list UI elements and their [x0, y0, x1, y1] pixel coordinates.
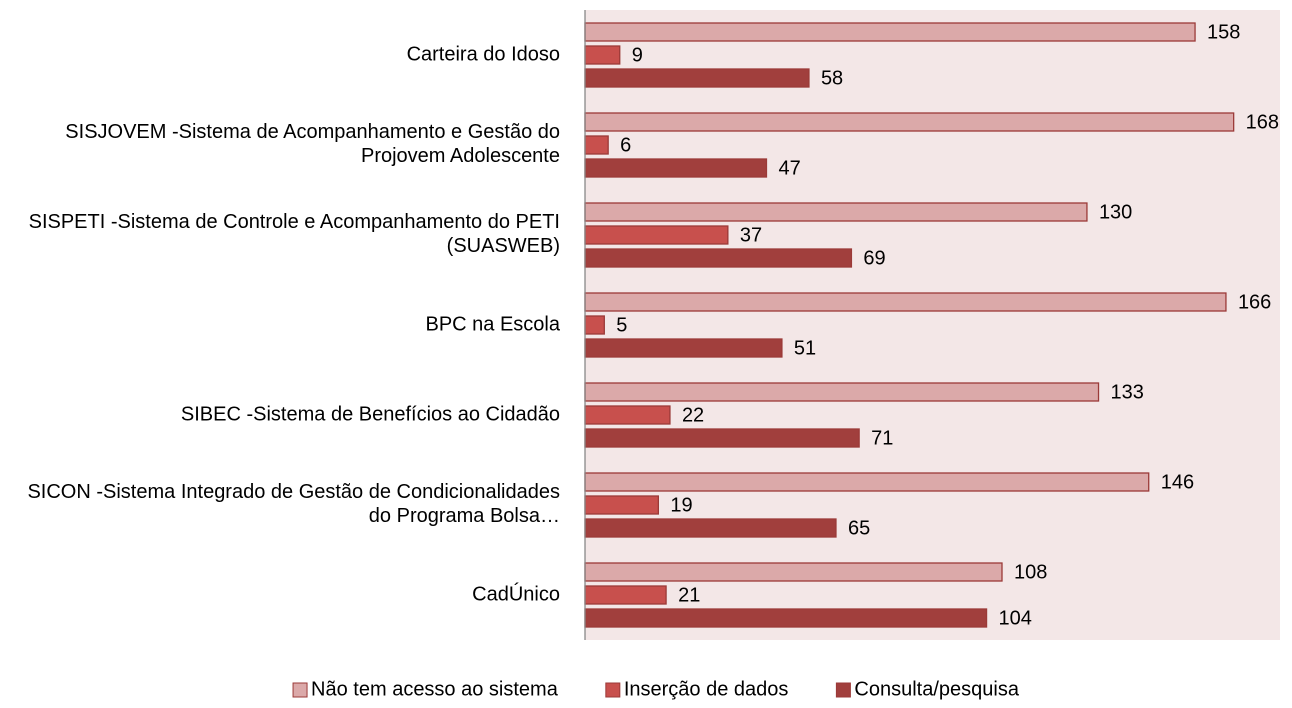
bar [584, 158, 768, 178]
data-label: 71 [871, 427, 893, 449]
bar [584, 248, 853, 268]
legend-label: Consulta/pesquisa [854, 678, 1019, 700]
bar [584, 45, 621, 65]
data-label: 166 [1238, 291, 1271, 313]
legend-swatch [835, 682, 851, 698]
data-label: 19 [670, 494, 692, 516]
legend: Não tem acesso ao sistema Inserção de dad… [292, 678, 1020, 700]
bar [584, 292, 1227, 312]
y-tick-label: SICON -Sistema Integrado de Gestão de Co… [27, 481, 560, 527]
bar [584, 518, 837, 538]
y-tick-label: CadÚnico [472, 582, 560, 605]
legend-label: Não tem acesso ao sistema [311, 678, 559, 700]
y-tick-label: Carteira do Idoso [407, 43, 560, 65]
data-label: 168 [1246, 111, 1279, 133]
data-label: 6 [620, 134, 631, 156]
bar [584, 202, 1088, 222]
data-label: 37 [740, 224, 762, 246]
y-tick-label: SISPETI -Sistema de Controle e Acompanha… [29, 211, 560, 257]
data-label: 104 [999, 607, 1032, 629]
data-label: 9 [632, 44, 643, 66]
data-label: 146 [1161, 471, 1194, 493]
bar [584, 608, 988, 628]
bar [584, 338, 783, 358]
bar [584, 315, 605, 335]
y-tick-label: SIBEC -Sistema de Benefícios ao Cidadão [181, 403, 560, 425]
data-label: 5 [616, 314, 627, 336]
data-label: 51 [794, 337, 816, 359]
data-label: 130 [1099, 201, 1132, 223]
data-label: 108 [1014, 561, 1047, 583]
bar [584, 428, 860, 448]
bar [584, 225, 729, 245]
data-label: 21 [678, 584, 700, 606]
y-tick-label: BPC na Escola [425, 313, 560, 335]
data-label: 158 [1207, 21, 1240, 43]
legend-label: Inserção de dados [624, 678, 789, 700]
bar [584, 382, 1100, 402]
bar [584, 585, 667, 605]
data-label: 133 [1111, 381, 1144, 403]
plot-area [585, 10, 1280, 640]
bar [584, 562, 1003, 582]
data-label: 65 [848, 517, 870, 539]
legend-swatch [292, 682, 308, 698]
data-label: 58 [821, 67, 843, 89]
bar [584, 22, 1196, 42]
bar [584, 472, 1150, 492]
data-label: 22 [682, 404, 704, 426]
bar [584, 112, 1235, 132]
bar [584, 68, 810, 88]
bar [584, 135, 609, 155]
data-label: 69 [863, 247, 885, 269]
legend-swatch [605, 682, 621, 698]
y-tick-label: SISJOVEM -Sistema de Acompanhamento e Ge… [65, 121, 560, 167]
bar [584, 495, 660, 515]
bar [584, 405, 671, 425]
data-label: 47 [778, 157, 800, 179]
